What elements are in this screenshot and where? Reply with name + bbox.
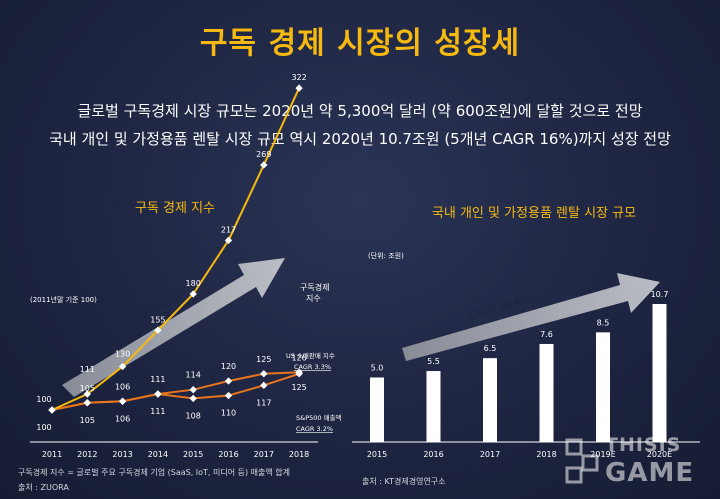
series-point <box>260 161 268 169</box>
data-label: 322 <box>291 73 306 82</box>
left-x-tick-label: 2016 <box>218 450 238 459</box>
series-point <box>260 381 268 390</box>
bar-category-label: 2015 <box>367 450 387 459</box>
data-label: 111 <box>150 407 165 416</box>
series-point <box>118 362 127 371</box>
series-name-us-retail: US 소매판매 지수 <box>286 351 335 360</box>
left-x-tick-label: 2014 <box>148 450 168 459</box>
bar-value-label: 6.5 <box>484 344 497 353</box>
series-point <box>260 370 268 378</box>
series-point <box>224 391 233 400</box>
subtitle-global: 글로벌 구독경제 시장 규모는 2020년 약 5,300억 달러 (약 600… <box>77 102 643 120</box>
series-point <box>189 290 197 298</box>
page-title: 구독 경제 시장의 성장세 <box>199 26 521 61</box>
bar-value-label: 7.6 <box>540 330 553 339</box>
bar-category-label: 2016 <box>423 450 443 459</box>
bar-category-label: 2018 <box>536 450 556 459</box>
series-point <box>189 386 197 394</box>
data-label: 120 <box>221 362 236 371</box>
watermark-line1: THISIS <box>605 434 682 456</box>
data-label: 125 <box>256 355 271 364</box>
left-x-tick-label: 2018 <box>289 450 309 459</box>
data-label: 106 <box>115 414 130 423</box>
data-label: 100 <box>36 423 51 432</box>
series-cagr-us-retail: CAGR 3.3% <box>294 363 331 371</box>
series-name-subscription: 구독경제 <box>300 282 329 292</box>
data-label: 126 <box>291 353 306 362</box>
series-point <box>48 406 56 414</box>
series-point <box>154 326 162 334</box>
data-label: 100 <box>36 395 51 404</box>
data-label: 105 <box>80 384 95 393</box>
right-source: 출처 : KT경제경영연구소 <box>362 476 446 486</box>
bar <box>596 332 610 442</box>
bar <box>370 377 384 442</box>
series-point <box>189 394 197 403</box>
bar-category-label: 2020E <box>647 450 672 459</box>
series-point <box>154 390 162 398</box>
bar-category-label: 2017 <box>480 450 500 459</box>
series-line <box>51 87 301 411</box>
data-label: 106 <box>115 382 130 391</box>
right-chart-title: 국내 개인 및 가정용품 렌탈 시장 규모 <box>432 206 636 221</box>
bar-value-label: 5.5 <box>427 357 440 366</box>
series-point <box>224 236 233 245</box>
data-label: 180 <box>186 279 201 288</box>
data-label: 110 <box>221 409 236 418</box>
left-x-tick-label: 2017 <box>254 450 274 459</box>
data-label: 108 <box>186 411 201 420</box>
left-x-tick-label: 2015 <box>183 450 203 459</box>
data-label: 155 <box>150 315 165 324</box>
data-label: 114 <box>186 371 201 380</box>
watermark-logo: THISIS GAME <box>565 432 715 492</box>
series-cagr-sp500: CAGR 3.2% <box>296 425 333 433</box>
data-label: 111 <box>150 375 165 384</box>
bar-value-label: 8.5 <box>597 318 610 327</box>
right-chart-unit: (단위: 조원) <box>368 251 404 260</box>
subtitle-domestic: 국내 개인 및 가정용품 렌탈 시장 규모 역시 2020년 10.7조원 (5… <box>49 130 671 148</box>
bar <box>652 303 667 442</box>
series-point <box>118 397 127 405</box>
left-source: 출처 : ZUORA <box>18 482 69 492</box>
left-footnote: 구독경제 지수 = 글로벌 주요 구독경제 기업 (SaaS, IoT, 미디어… <box>18 467 290 477</box>
watermark-icon <box>565 438 599 484</box>
bar-value-label: 10.7 <box>651 290 669 299</box>
left-chart-title: 구독 경제 지수 <box>135 201 215 216</box>
series-point <box>295 368 303 376</box>
data-label: 217 <box>221 225 236 234</box>
left-x-tick-label: 2011 <box>42 450 62 459</box>
bar <box>426 371 441 442</box>
cagr-arrow-left <box>62 258 285 397</box>
bar-category-label: 2019E <box>590 450 615 459</box>
data-label: 130 <box>115 350 130 359</box>
watermark-line2: GAME <box>605 458 695 488</box>
bar <box>539 343 554 442</box>
data-label: 125 <box>291 383 306 392</box>
data-label: 111 <box>80 365 95 374</box>
series-point <box>224 377 233 385</box>
bar-value-label: 5.0 <box>371 364 384 373</box>
cagr-arrow-right <box>402 273 660 361</box>
data-label: 117 <box>256 398 271 407</box>
data-label: 105 <box>80 416 95 425</box>
data-label: 269 <box>256 150 271 159</box>
left-x-tick-label: 2012 <box>77 450 97 459</box>
subscription-index-chart: 구독 경제 지수 (2011년말 기준 100) 2011 2012 2013 2014 2… <box>18 73 342 492</box>
series-line <box>51 371 300 411</box>
series-point <box>83 399 91 407</box>
series-name-sp500: S&P500 매출액 <box>296 413 342 422</box>
series-point <box>295 84 303 92</box>
left-chart-note: (2011년말 기준 100) <box>30 295 97 304</box>
left-x-tick-label: 2013 <box>112 450 132 459</box>
series-name-subscription-2: 지수 <box>306 294 321 303</box>
bar <box>483 358 497 442</box>
